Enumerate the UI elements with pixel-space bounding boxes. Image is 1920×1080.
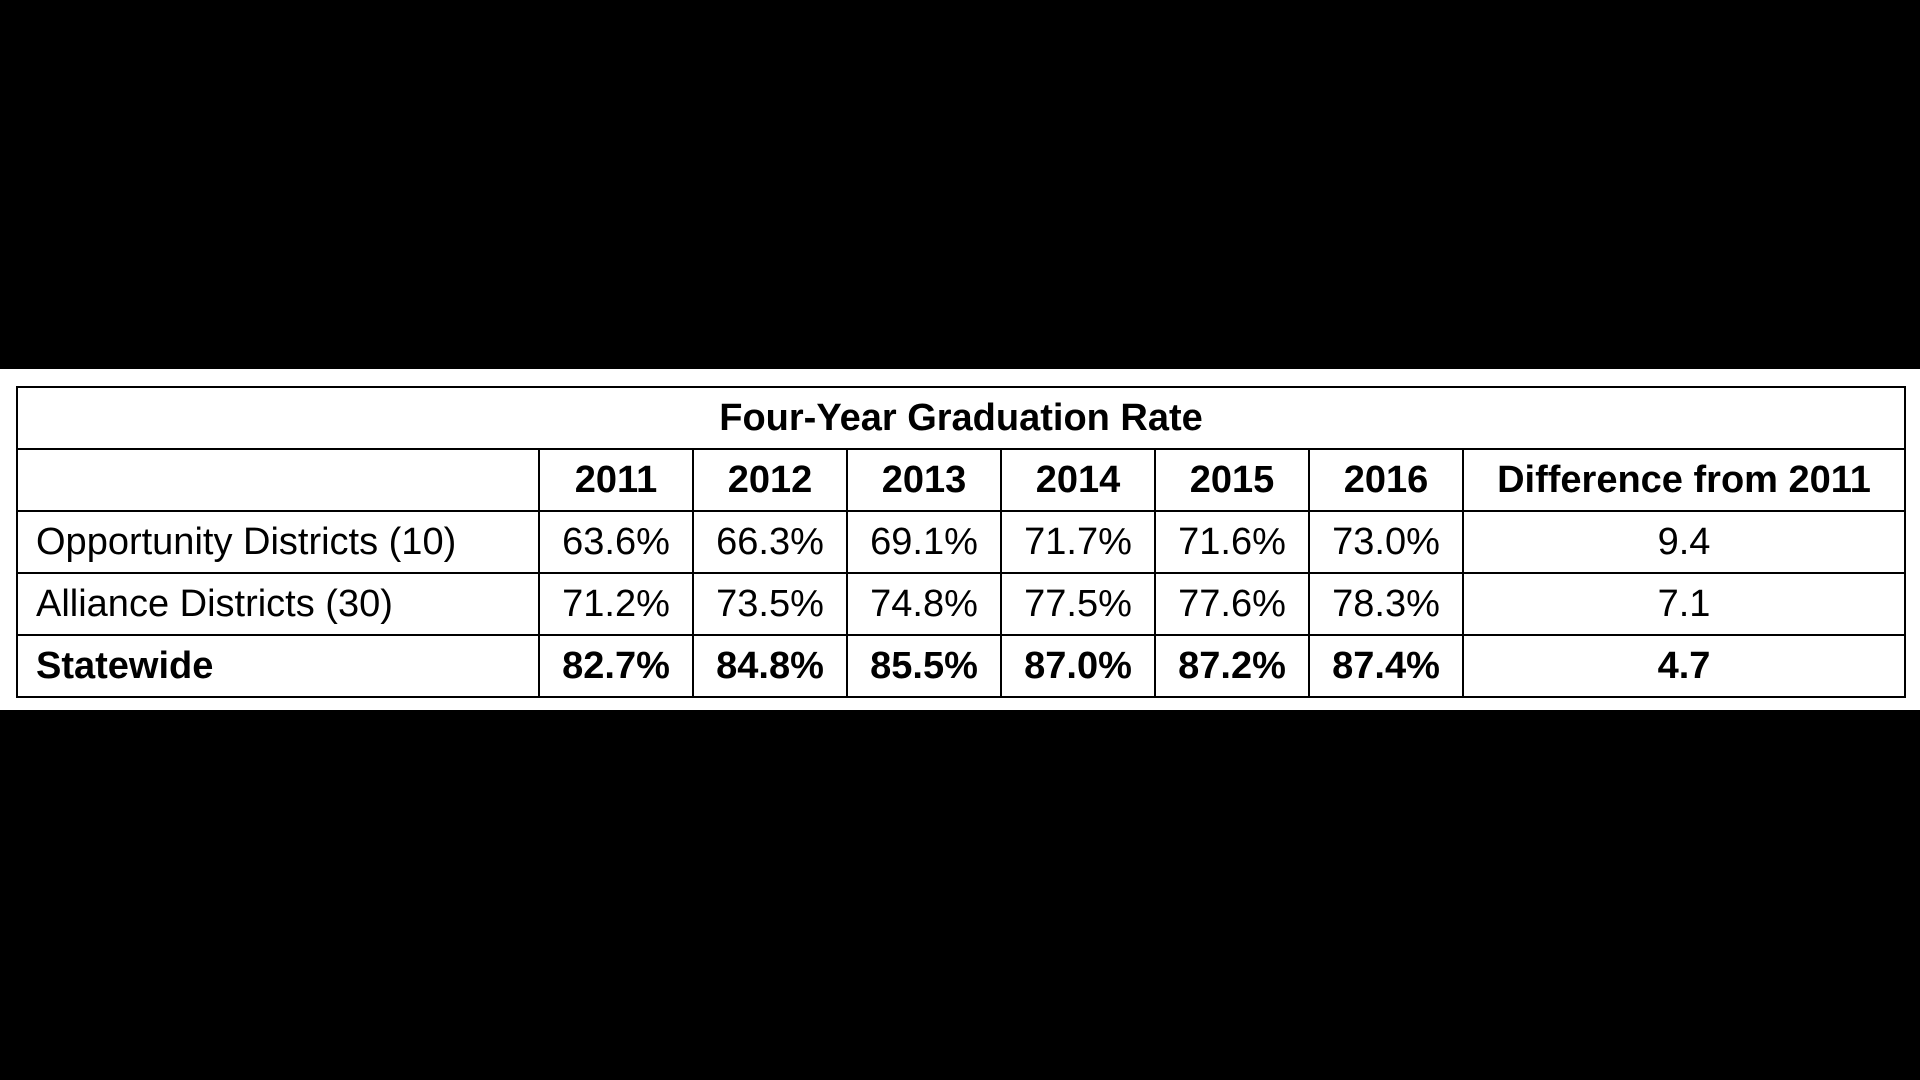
- rate-value: 69.1%: [846, 510, 1002, 574]
- row-label: Alliance Districts (30): [16, 572, 540, 636]
- rate-value: 87.2%: [1154, 634, 1310, 698]
- rate-value: 84.8%: [692, 634, 848, 698]
- difference-value: 4.7: [1461, 634, 1907, 698]
- graduation-rate-table: Four-Year Graduation Rate 2011 2012 2013…: [15, 386, 1907, 698]
- difference-header: Difference from 2011: [1461, 448, 1907, 512]
- difference-value: 9.4: [1461, 510, 1907, 574]
- rate-value: 63.6%: [538, 510, 694, 574]
- rate-value: 74.8%: [846, 572, 1002, 636]
- rate-value: 71.2%: [538, 572, 694, 636]
- rate-value: 78.3%: [1308, 572, 1464, 636]
- year-header: 2014: [1000, 448, 1156, 512]
- year-header: 2016: [1308, 448, 1464, 512]
- year-header: 2012: [692, 448, 848, 512]
- rate-value: 73.0%: [1308, 510, 1464, 574]
- header-row: 2011 2012 2013 2014 2015 2016 Difference…: [16, 448, 1907, 512]
- rate-value: 85.5%: [846, 634, 1002, 698]
- row-label: Opportunity Districts (10): [16, 510, 540, 574]
- table-row: Alliance Districts (30) 71.2% 73.5% 74.8…: [16, 572, 1907, 636]
- rate-value: 82.7%: [538, 634, 694, 698]
- rate-value: 66.3%: [692, 510, 848, 574]
- header-empty-cell: [16, 448, 540, 512]
- table-row: Statewide 82.7% 84.8% 85.5% 87.0% 87.2% …: [16, 634, 1907, 698]
- difference-value: 7.1: [1461, 572, 1907, 636]
- table-row: Opportunity Districts (10) 63.6% 66.3% 6…: [16, 510, 1907, 574]
- rate-value: 71.6%: [1154, 510, 1310, 574]
- rate-value: 87.0%: [1000, 634, 1156, 698]
- rate-value: 77.5%: [1000, 572, 1156, 636]
- year-header: 2011: [538, 448, 694, 512]
- year-header: 2013: [846, 448, 1002, 512]
- table-title: Four-Year Graduation Rate: [15, 386, 1907, 450]
- rate-value: 73.5%: [692, 572, 848, 636]
- rate-value: 71.7%: [1000, 510, 1156, 574]
- title-row: Four-Year Graduation Rate: [15, 386, 1907, 450]
- rate-value: 77.6%: [1154, 572, 1310, 636]
- year-header: 2015: [1154, 448, 1310, 512]
- row-label: Statewide: [16, 634, 540, 698]
- rate-value: 87.4%: [1308, 634, 1464, 698]
